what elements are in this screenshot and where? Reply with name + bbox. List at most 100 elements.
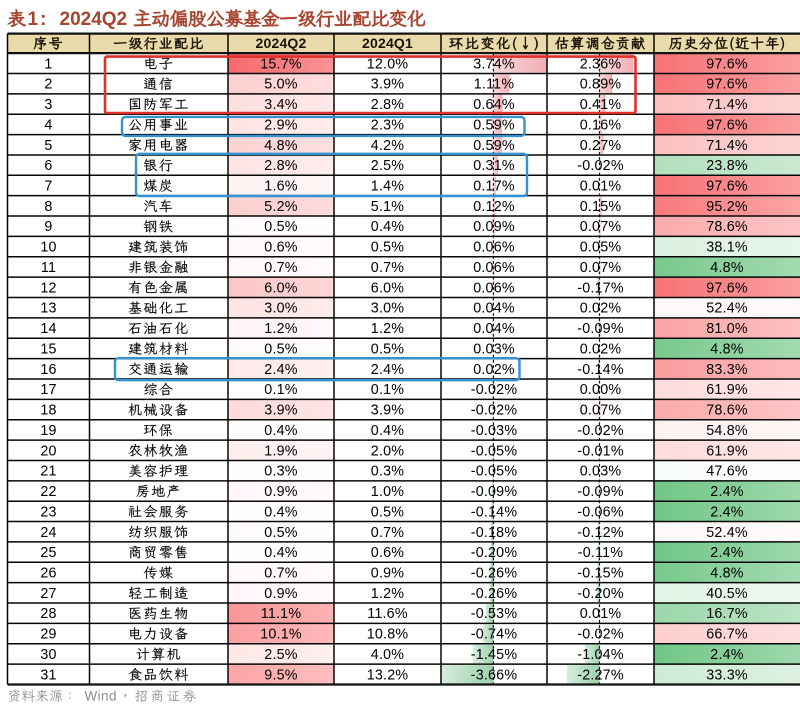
svg-text:-0.11%: -0.11% bbox=[578, 545, 624, 561]
svg-text:0.07%: 0.07% bbox=[580, 260, 622, 276]
svg-text:1:: 1: bbox=[28, 9, 49, 30]
svg-text:4.0%: 4.0% bbox=[371, 647, 404, 663]
svg-text:11.6%: 11.6% bbox=[367, 606, 408, 622]
svg-text:0.59%: 0.59% bbox=[473, 117, 515, 133]
svg-text:1.0%: 1.0% bbox=[371, 484, 404, 500]
svg-text:0.9%: 0.9% bbox=[371, 566, 404, 582]
svg-text:18: 18 bbox=[40, 403, 56, 419]
svg-text:0.02%: 0.02% bbox=[580, 301, 622, 317]
svg-text:22: 22 bbox=[40, 484, 56, 500]
svg-text:5.0%: 5.0% bbox=[264, 77, 297, 93]
svg-text:16: 16 bbox=[40, 362, 56, 378]
svg-text:16.7%: 16.7% bbox=[706, 606, 748, 622]
svg-text:0.00%: 0.00% bbox=[580, 382, 622, 398]
svg-text:-1.45%: -1.45% bbox=[471, 647, 518, 663]
svg-text:3.0%: 3.0% bbox=[371, 301, 404, 317]
svg-text:52.4%: 52.4% bbox=[706, 301, 748, 317]
svg-text:28: 28 bbox=[40, 606, 56, 622]
svg-text:97.6%: 97.6% bbox=[706, 280, 748, 296]
svg-text:97.6%: 97.6% bbox=[706, 77, 748, 93]
svg-text:-2.27%: -2.27% bbox=[577, 667, 624, 683]
svg-text:25: 25 bbox=[40, 545, 56, 561]
svg-text:9: 9 bbox=[44, 219, 52, 235]
svg-text:2.4%: 2.4% bbox=[710, 647, 743, 663]
svg-text:-0.05%: -0.05% bbox=[471, 464, 518, 480]
svg-text:0.4%: 0.4% bbox=[264, 545, 297, 561]
svg-text:54.8%: 54.8% bbox=[706, 423, 748, 439]
svg-text:7: 7 bbox=[44, 179, 52, 195]
svg-text:1.6%: 1.6% bbox=[264, 179, 297, 195]
svg-text:2.5%: 2.5% bbox=[371, 158, 404, 174]
svg-text:2024Q2: 2024Q2 bbox=[255, 35, 306, 51]
svg-text:23.8%: 23.8% bbox=[706, 158, 748, 174]
svg-text:1.4%: 1.4% bbox=[371, 179, 404, 195]
svg-text:-0.12%: -0.12% bbox=[577, 525, 624, 541]
svg-text:1.9%: 1.9% bbox=[264, 443, 297, 459]
svg-text:0.4%: 0.4% bbox=[371, 423, 404, 439]
svg-text:1.2%: 1.2% bbox=[371, 321, 404, 337]
svg-text:0.5%: 0.5% bbox=[371, 504, 404, 520]
svg-text:61.9%: 61.9% bbox=[706, 382, 748, 398]
svg-text:0.7%: 0.7% bbox=[264, 566, 297, 582]
svg-text:3: 3 bbox=[44, 97, 52, 113]
svg-text:17: 17 bbox=[40, 382, 56, 398]
svg-text:2.4%: 2.4% bbox=[371, 362, 404, 378]
svg-text:97.6%: 97.6% bbox=[706, 179, 748, 195]
svg-text:0.6%: 0.6% bbox=[371, 545, 404, 561]
svg-text:2.36%: 2.36% bbox=[580, 56, 622, 72]
svg-text:5.2%: 5.2% bbox=[264, 199, 297, 215]
svg-text:4: 4 bbox=[44, 117, 52, 133]
svg-text:95.2%: 95.2% bbox=[706, 199, 748, 215]
svg-text:0.7%: 0.7% bbox=[264, 260, 297, 276]
svg-text:2024Q2: 2024Q2 bbox=[60, 9, 128, 30]
svg-text:3.9%: 3.9% bbox=[371, 77, 404, 93]
svg-text:24: 24 bbox=[40, 525, 56, 541]
svg-text:66.7%: 66.7% bbox=[706, 627, 748, 643]
svg-text:-0.20%: -0.20% bbox=[471, 545, 518, 561]
svg-text:2024Q1: 2024Q1 bbox=[362, 35, 413, 51]
svg-text:38.1%: 38.1% bbox=[706, 240, 748, 256]
svg-text:0.4%: 0.4% bbox=[264, 504, 297, 520]
svg-text:21: 21 bbox=[40, 464, 56, 480]
svg-text:19: 19 bbox=[40, 423, 56, 439]
svg-text:-0.17%: -0.17% bbox=[577, 280, 624, 296]
svg-text:12.0%: 12.0% bbox=[367, 56, 409, 72]
svg-text:-0.05%: -0.05% bbox=[471, 443, 518, 459]
svg-text:0.6%: 0.6% bbox=[264, 240, 297, 256]
svg-text:2.4%: 2.4% bbox=[264, 362, 297, 378]
svg-text:97.6%: 97.6% bbox=[706, 56, 748, 72]
svg-text:-0.02%: -0.02% bbox=[471, 382, 518, 398]
svg-text:0.5%: 0.5% bbox=[264, 525, 297, 541]
svg-text:71.4%: 71.4% bbox=[706, 97, 748, 113]
svg-text:0.4%: 0.4% bbox=[264, 423, 297, 439]
svg-text:Wind: Wind bbox=[85, 689, 117, 704]
svg-text:13: 13 bbox=[40, 301, 56, 317]
svg-text:-0.01%: -0.01% bbox=[577, 443, 624, 459]
svg-text:47.6%: 47.6% bbox=[706, 464, 748, 480]
svg-text:-0.26%: -0.26% bbox=[471, 566, 518, 582]
svg-text:27: 27 bbox=[40, 586, 56, 602]
svg-text:31: 31 bbox=[40, 667, 56, 683]
svg-text:0.02%: 0.02% bbox=[473, 362, 515, 378]
svg-text:20: 20 bbox=[40, 443, 56, 459]
svg-text:0.05%: 0.05% bbox=[580, 240, 622, 256]
svg-text:-0.14%: -0.14% bbox=[577, 362, 624, 378]
svg-text:78.6%: 78.6% bbox=[706, 403, 748, 419]
svg-text:52.4%: 52.4% bbox=[706, 525, 748, 541]
svg-text:0.06%: 0.06% bbox=[473, 260, 515, 276]
svg-text:0.12%: 0.12% bbox=[473, 199, 515, 215]
svg-text:2.8%: 2.8% bbox=[264, 158, 297, 174]
svg-text:0.7%: 0.7% bbox=[371, 260, 404, 276]
svg-text:2.0%: 2.0% bbox=[371, 443, 404, 459]
svg-text:0.5%: 0.5% bbox=[371, 240, 404, 256]
svg-text:1.11%: 1.11% bbox=[474, 77, 515, 93]
svg-text:0.09%: 0.09% bbox=[473, 219, 515, 235]
svg-text:14: 14 bbox=[40, 321, 56, 337]
svg-text:5: 5 bbox=[44, 138, 52, 154]
svg-text:-0.14%: -0.14% bbox=[471, 504, 518, 520]
svg-text:12: 12 bbox=[40, 280, 56, 296]
svg-text:-0.06%: -0.06% bbox=[577, 504, 624, 520]
svg-text:-0.18%: -0.18% bbox=[471, 525, 518, 541]
svg-text:0.16%: 0.16% bbox=[580, 117, 622, 133]
svg-text:0.89%: 0.89% bbox=[580, 77, 622, 93]
